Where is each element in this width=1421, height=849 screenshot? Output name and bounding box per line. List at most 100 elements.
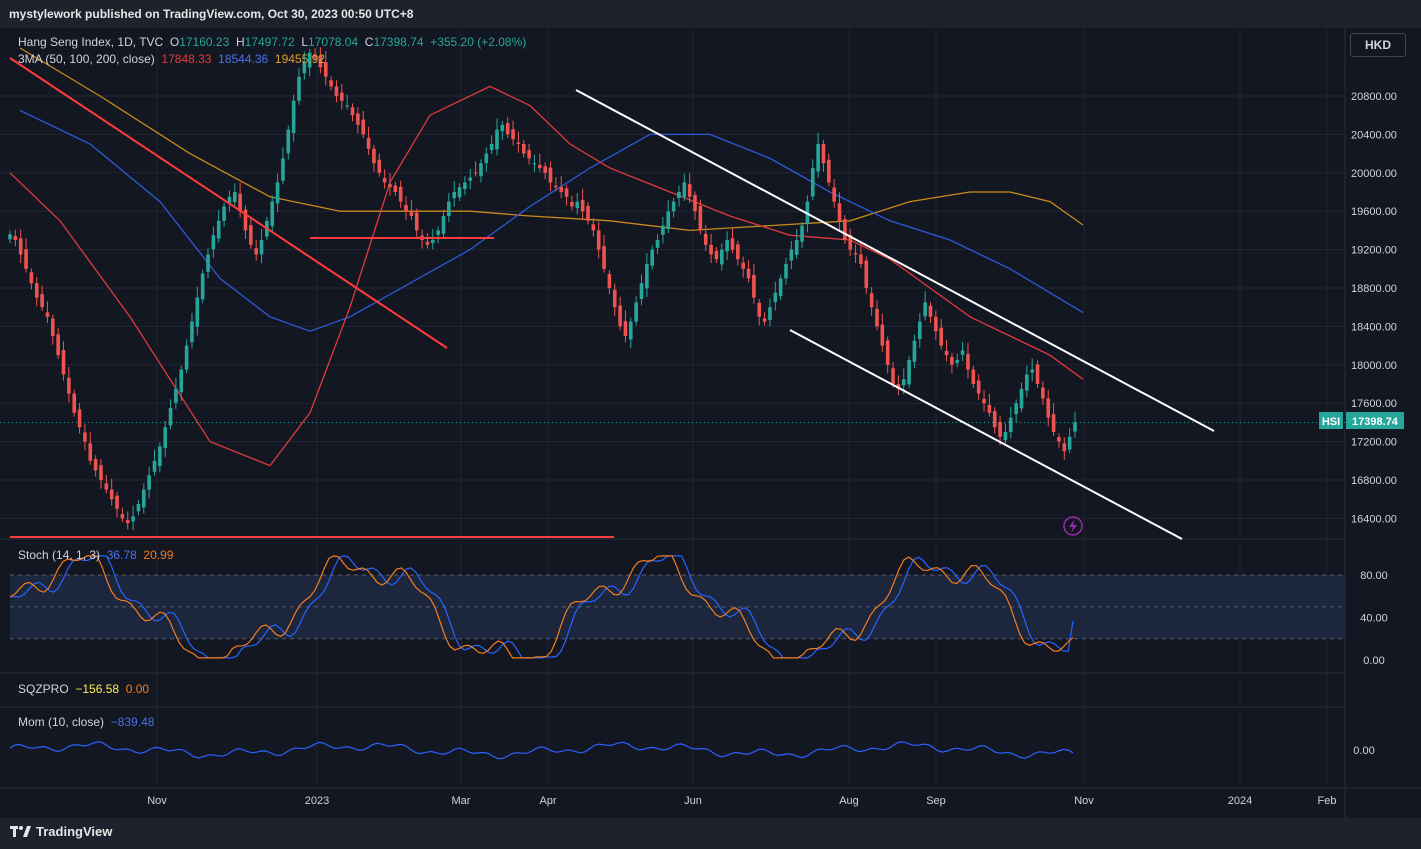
- chart-background: [0, 28, 1421, 818]
- candle-body: [853, 253, 858, 255]
- legend-sqz-label: SQZPRO: [18, 682, 69, 696]
- candle-body: [307, 52, 312, 68]
- candle-body: [51, 318, 55, 336]
- drawing-tools[interactable]: [9, 57, 1215, 540]
- candle-body: [345, 105, 349, 107]
- candle-body: [372, 148, 376, 164]
- legend-mom: Mom (10, close) −839.48: [18, 715, 154, 729]
- stoch-d-line: [9, 555, 1074, 659]
- candle-body: [612, 289, 617, 308]
- candle-body: [1014, 403, 1018, 415]
- publisher-line: mystylework published on TradingView.com…: [9, 7, 414, 21]
- candle-body: [1051, 414, 1056, 432]
- candle-body: [564, 188, 569, 197]
- lightning-icon-ring: [1063, 516, 1083, 536]
- candle-body: [821, 144, 826, 164]
- legend-sqz-value1: −156.58: [75, 682, 120, 696]
- candle-body: [928, 305, 933, 317]
- candle-body: [393, 185, 398, 192]
- time-tick-label: Apr: [539, 795, 556, 807]
- candle-body: [538, 164, 542, 168]
- candle-body: [88, 443, 93, 461]
- candle-body: [869, 293, 874, 308]
- candle-body: [645, 264, 649, 289]
- legend-ma50-value: 17848.33: [161, 52, 212, 66]
- candle-body: [249, 225, 253, 245]
- candle-body: [816, 144, 820, 172]
- currency-button[interactable]: HKD: [1350, 33, 1406, 57]
- time-axis[interactable]: Nov 2023 Mar Apr Jun Aug Sep Nov 2024 Feb: [147, 795, 1336, 807]
- candle-body: [554, 185, 558, 188]
- price-tag-value-box: [1346, 412, 1404, 429]
- trendline-descending[interactable]: [9, 57, 448, 349]
- candle-body: [757, 302, 762, 317]
- candle-body: [463, 182, 467, 189]
- candle-body: [859, 254, 863, 264]
- legend-h-label: H: [235, 35, 245, 49]
- legend-o-label: O: [169, 35, 180, 49]
- candle-body: [67, 377, 71, 394]
- candle-body: [216, 220, 221, 239]
- time-tick-label: 2023: [305, 795, 329, 807]
- time-tick-label: Sep: [926, 795, 946, 807]
- legend-ma100-value: 18544.36: [218, 52, 269, 66]
- brand-text: TradingView: [36, 824, 113, 839]
- legend-sqz: SQZPRO −156.58 0.00: [18, 682, 149, 696]
- chart-canvas[interactable]: 20800.00 20400.00 20000.00 19600.00 19200.00…: [0, 28, 1421, 818]
- channel-upper-line[interactable]: [575, 89, 1215, 432]
- stoch-lines: [9, 555, 1074, 659]
- price-axis[interactable]: 20800.00 20400.00 20000.00 19600.00 19200.00…: [1351, 91, 1397, 757]
- candle-body: [452, 192, 456, 199]
- candle-body: [334, 86, 339, 96]
- candle-body: [313, 54, 317, 58]
- candle-body: [998, 422, 1002, 437]
- candle-body: [784, 264, 788, 279]
- candle-body: [500, 124, 505, 132]
- footer-bar: [0, 818, 1421, 849]
- candle-body: [832, 187, 836, 202]
- legend-stoch-label: Stoch (14, 1, 3): [18, 548, 101, 562]
- legend-stoch-d: 20.99: [143, 548, 174, 562]
- stoch-band: [10, 574, 1345, 640]
- price-tick-label: 17600.00: [1351, 398, 1397, 410]
- candle-body: [741, 262, 745, 269]
- candle-body: [200, 273, 205, 300]
- candle-body: [746, 268, 751, 279]
- candle-body: [714, 250, 719, 260]
- legend-ma: 3MA (50, 100, 200, close) 17848.33 18544…: [18, 52, 325, 66]
- candle-body: [810, 168, 815, 197]
- candle-body: [286, 129, 291, 154]
- candle-body: [709, 244, 713, 255]
- candle-body: [136, 504, 141, 512]
- candle-body: [532, 163, 537, 165]
- price-tag: HSI 17398.74: [1319, 412, 1404, 429]
- candle-body: [1003, 432, 1008, 441]
- candle-body: [468, 177, 473, 181]
- tradingview-logo-icon: [10, 825, 31, 837]
- legend-mom-label: Mom (10, close): [18, 715, 105, 729]
- candle-body: [907, 360, 911, 385]
- candle-body: [457, 187, 462, 198]
- candle-body: [18, 238, 23, 255]
- candle-body: [350, 107, 355, 116]
- ma200-line: [19, 47, 1084, 232]
- candle-body: [1035, 364, 1040, 384]
- candle-body: [848, 234, 853, 250]
- event-marker[interactable]: [1063, 516, 1083, 536]
- candle-body: [992, 411, 997, 428]
- candle-body: [238, 193, 242, 212]
- candle-body: [794, 240, 799, 255]
- candle-body: [521, 144, 526, 154]
- time-tick-label: Feb: [1318, 795, 1337, 807]
- channel-lower-line[interactable]: [789, 329, 1183, 540]
- candle-body: [752, 274, 756, 298]
- candle-body: [291, 100, 296, 134]
- candle-body: [1030, 369, 1034, 373]
- candle-body: [45, 312, 50, 317]
- candle-body: [414, 212, 419, 231]
- candle-body: [297, 76, 301, 101]
- candle-body: [580, 199, 585, 212]
- candle-body: [917, 321, 922, 340]
- stoch-tick-label: 40.00: [1360, 613, 1388, 625]
- brand[interactable]: TradingView: [10, 824, 112, 839]
